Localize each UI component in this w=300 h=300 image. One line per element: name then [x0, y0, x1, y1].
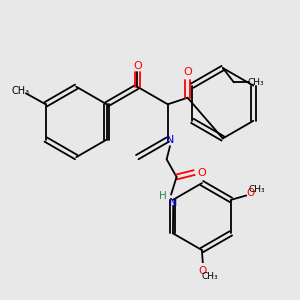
Text: CH₃: CH₃	[12, 85, 30, 96]
Text: N: N	[169, 198, 178, 208]
Text: CH₃: CH₃	[248, 78, 264, 87]
Text: N: N	[166, 134, 174, 145]
Text: O: O	[133, 61, 142, 71]
Text: O: O	[199, 266, 207, 276]
Text: O: O	[197, 168, 206, 178]
Text: O: O	[183, 68, 192, 77]
Text: H: H	[160, 191, 167, 201]
Text: O: O	[247, 188, 255, 198]
Text: CH₃: CH₃	[201, 272, 218, 281]
Text: CH₃: CH₃	[249, 185, 266, 194]
